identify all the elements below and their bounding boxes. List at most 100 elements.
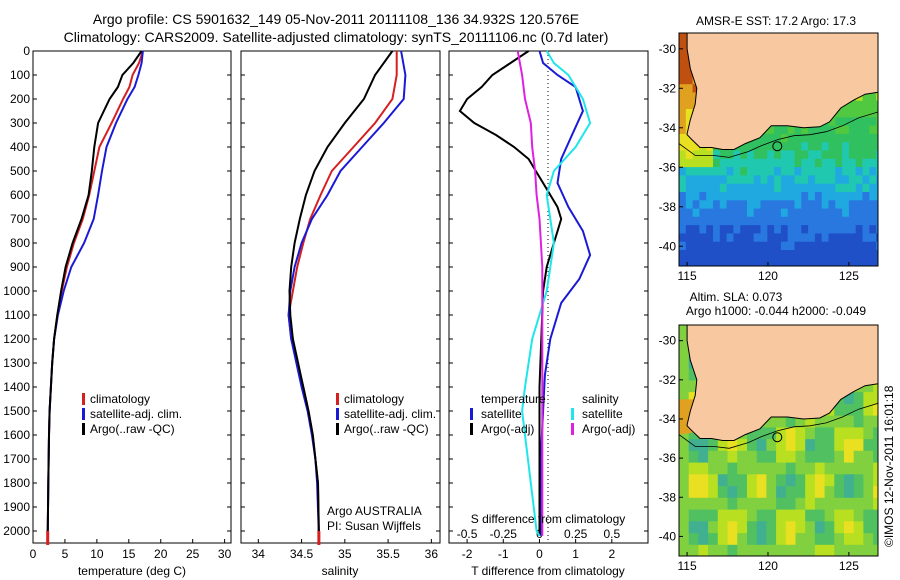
heatmap-cell bbox=[685, 83, 694, 93]
heatmap-cell bbox=[747, 249, 755, 259]
heatmap-cell bbox=[726, 224, 734, 234]
depth-tick-label: 1200 bbox=[3, 332, 30, 346]
heatmap-cell bbox=[844, 438, 855, 451]
heatmap-cell bbox=[873, 520, 878, 534]
heatmap-cell bbox=[808, 241, 816, 250]
heatmap-cell bbox=[848, 199, 857, 209]
heatmap-cell bbox=[862, 100, 870, 109]
heatmap-cell bbox=[688, 450, 699, 463]
heatmap-cell bbox=[688, 462, 699, 475]
heatmap-cell bbox=[794, 166, 802, 176]
heatmap-cell bbox=[794, 133, 802, 143]
heatmap-cell bbox=[679, 50, 687, 60]
heatmap-cell bbox=[876, 199, 878, 209]
heatmap-cell bbox=[821, 141, 830, 151]
heatmap-cell bbox=[801, 166, 809, 176]
heatmap-cell bbox=[685, 75, 694, 85]
heatmap-cell bbox=[679, 509, 690, 522]
heatmap-cell bbox=[706, 241, 714, 250]
heatmap-cell bbox=[828, 257, 836, 266]
heatmap-cell bbox=[740, 149, 748, 159]
sst-map-ticks: -30 -32 -34 -36 -38 -40 115 120 125 bbox=[659, 42, 860, 283]
heatmap-cell bbox=[685, 199, 694, 209]
heatmap-cell bbox=[737, 473, 748, 487]
heatmap-cell bbox=[842, 257, 850, 266]
heatmap-cell bbox=[844, 415, 855, 428]
heatmap-cell bbox=[688, 544, 699, 556]
heatmap-cell bbox=[863, 403, 874, 416]
heatmap-cell bbox=[876, 207, 878, 217]
heatmap-cell bbox=[853, 438, 864, 451]
heatmap-cell bbox=[753, 141, 762, 151]
heatmap-cell bbox=[774, 216, 782, 226]
heatmap-cell bbox=[679, 149, 687, 159]
heatmap-cell bbox=[853, 520, 864, 534]
legend-label-satellite: satellite-adj. clim. bbox=[344, 407, 436, 421]
depth-tick-label: 1500 bbox=[3, 404, 30, 418]
heatmap-cell bbox=[835, 108, 843, 118]
heatmap-cell bbox=[706, 158, 714, 168]
legend-swatch-s-argo bbox=[571, 423, 574, 435]
heatmap-cell bbox=[706, 149, 714, 159]
heatmap-cell bbox=[814, 450, 826, 463]
heatmap-cell bbox=[821, 207, 830, 217]
heatmap-cell bbox=[873, 450, 878, 463]
heatmap-cell bbox=[805, 415, 816, 428]
heatmap-cell bbox=[679, 438, 690, 451]
x-tick-label: 36 bbox=[425, 547, 439, 561]
lat-tick-label: -32 bbox=[659, 373, 677, 387]
heatmap-cell bbox=[794, 224, 802, 234]
heatmap-cell bbox=[733, 183, 741, 192]
heatmap-cell bbox=[698, 497, 709, 510]
heatmap-cell bbox=[688, 485, 699, 498]
heatmap-cell bbox=[869, 158, 877, 168]
heatmap-cell bbox=[726, 191, 734, 201]
heatmap-cell bbox=[776, 415, 787, 428]
heatmap-cell bbox=[855, 241, 864, 250]
heatmap-cell bbox=[873, 438, 878, 451]
heatmap-cell bbox=[685, 224, 694, 234]
heatmap-cell bbox=[737, 450, 748, 463]
heatmap-cell bbox=[808, 183, 816, 192]
heatmap-cell bbox=[767, 141, 775, 151]
heatmap-cell bbox=[853, 532, 864, 545]
heatmap-cell bbox=[785, 544, 797, 556]
heatmap-cell bbox=[848, 191, 857, 201]
heatmap-cell bbox=[824, 544, 835, 556]
heatmap-cell bbox=[747, 149, 755, 159]
heatmap-cell bbox=[740, 166, 748, 176]
heatmap-cell bbox=[787, 199, 796, 209]
heatmap-cell bbox=[760, 249, 768, 259]
heatmap-cell bbox=[795, 462, 806, 475]
heatmap-cell bbox=[679, 332, 690, 346]
heatmap-cell bbox=[698, 438, 709, 451]
series-line-salinity-argo-adj- bbox=[516, 50, 544, 536]
heatmap-cell bbox=[785, 450, 797, 463]
heatmap-cell bbox=[747, 544, 758, 556]
heatmap-cell bbox=[828, 133, 836, 143]
heatmap-cell bbox=[726, 241, 734, 250]
heatmap-cell bbox=[767, 183, 775, 192]
heatmap-cell bbox=[795, 485, 806, 498]
heatmap-cell bbox=[848, 174, 857, 184]
heatmap-cell bbox=[747, 485, 758, 498]
heatmap-cell bbox=[869, 191, 877, 201]
x-tick-label: 2 bbox=[608, 547, 615, 561]
heatmap-cell bbox=[801, 125, 809, 134]
heatmap-cell bbox=[863, 391, 874, 404]
heatmap-cell bbox=[834, 520, 845, 534]
heatmap-cell bbox=[808, 141, 816, 151]
heatmap-cell bbox=[828, 116, 836, 126]
heatmap-cell bbox=[698, 520, 709, 534]
depth-tick-label: 1100 bbox=[4, 308, 30, 322]
heatmap-cell bbox=[862, 216, 870, 226]
heatmap-cell bbox=[685, 166, 694, 176]
heatmap-cell bbox=[679, 544, 690, 556]
heatmap-cell bbox=[756, 450, 767, 463]
heatmap-cell bbox=[869, 199, 877, 209]
heatmap-cell bbox=[855, 232, 864, 242]
heatmap-cell bbox=[726, 174, 734, 184]
heatmap-cell bbox=[766, 520, 777, 534]
depth-tick-label: 300 bbox=[10, 116, 30, 130]
heatmap-cell bbox=[698, 544, 709, 556]
